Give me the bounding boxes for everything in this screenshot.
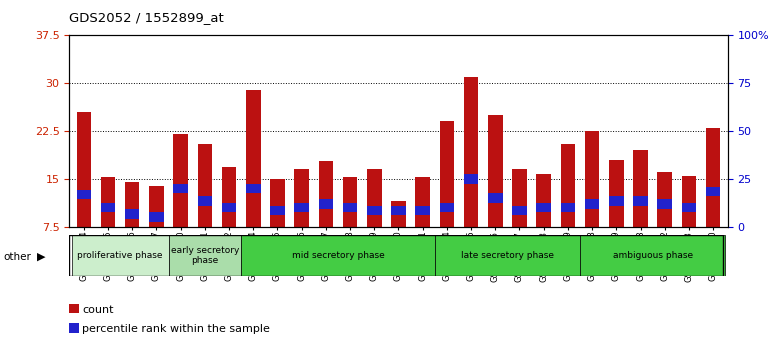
Bar (343, 202, 357, 212)
Bar (488, 193, 503, 202)
Bar (367, 169, 381, 227)
Bar (585, 131, 599, 227)
Bar (76, 112, 91, 227)
Bar (270, 179, 285, 227)
Bar (294, 202, 309, 212)
Text: ambiguous phase: ambiguous phase (613, 251, 693, 260)
Text: other: other (4, 252, 32, 262)
Bar (222, 202, 236, 212)
Bar (319, 161, 333, 227)
Bar (270, 206, 285, 215)
Bar (101, 202, 116, 212)
Bar (658, 172, 672, 227)
Bar (125, 209, 139, 218)
Bar (681, 176, 696, 227)
Bar (464, 174, 478, 183)
Text: early secretory
phase: early secretory phase (171, 246, 239, 266)
Bar (149, 187, 164, 227)
Text: ▶: ▶ (37, 252, 45, 262)
Text: late secretory phase: late secretory phase (461, 251, 554, 260)
Bar (222, 167, 236, 227)
Bar (609, 160, 624, 227)
Bar (246, 90, 260, 227)
Bar (72, 235, 169, 276)
Bar (416, 177, 430, 227)
Bar (246, 183, 260, 193)
Bar (173, 183, 188, 193)
Text: GDS2052 / 1552899_at: GDS2052 / 1552899_at (69, 11, 224, 24)
Bar (169, 235, 241, 276)
Bar (561, 202, 575, 212)
Bar (706, 187, 721, 196)
Text: mid secretory phase: mid secretory phase (292, 251, 384, 260)
Bar (319, 200, 333, 209)
Bar (198, 144, 212, 227)
Bar (464, 77, 478, 227)
Bar (76, 190, 91, 199)
Bar (101, 177, 116, 227)
Bar (633, 196, 648, 206)
Bar (149, 212, 164, 222)
Text: count: count (82, 305, 114, 315)
Bar (681, 202, 696, 212)
Bar (633, 150, 648, 227)
Bar (343, 177, 357, 227)
Bar (658, 200, 672, 209)
Bar (391, 206, 406, 215)
Bar (435, 235, 580, 276)
Bar (512, 206, 527, 215)
Bar (125, 182, 139, 227)
Bar (488, 115, 503, 227)
Bar (391, 201, 406, 227)
Bar (561, 144, 575, 227)
Bar (706, 128, 721, 227)
Bar (198, 196, 212, 206)
Bar (367, 206, 381, 215)
Bar (580, 235, 725, 276)
Bar (241, 235, 435, 276)
Text: percentile rank within the sample: percentile rank within the sample (82, 324, 270, 334)
Bar (585, 200, 599, 209)
Text: proliferative phase: proliferative phase (77, 251, 163, 260)
Bar (440, 121, 454, 227)
Bar (440, 202, 454, 212)
Bar (537, 202, 551, 212)
Bar (416, 206, 430, 215)
Bar (609, 196, 624, 206)
Bar (512, 169, 527, 227)
Bar (294, 169, 309, 227)
Bar (173, 134, 188, 227)
Bar (537, 174, 551, 227)
